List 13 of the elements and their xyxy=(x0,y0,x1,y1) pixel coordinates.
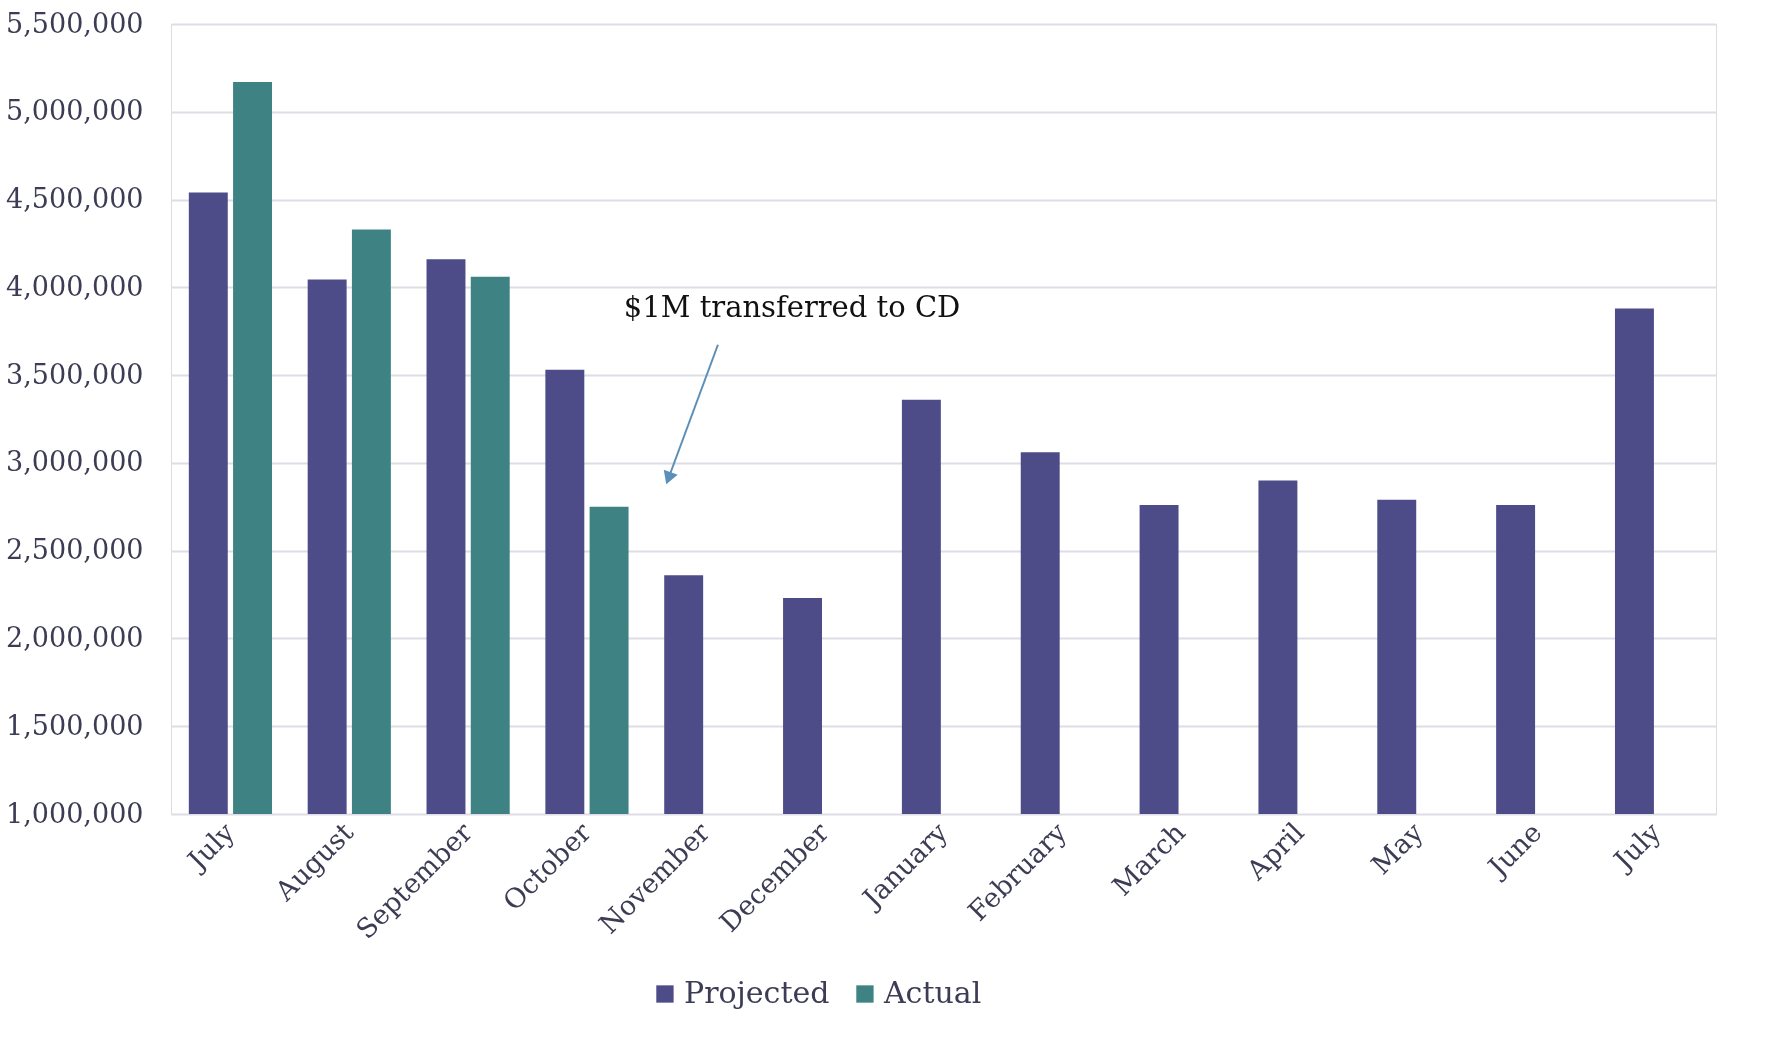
y-tick-label: 2,000,000 xyxy=(6,621,144,653)
y-tick-label: 1,000,000 xyxy=(6,797,144,829)
legend-label: Actual xyxy=(882,975,982,1010)
y-tick-label: 3,500,000 xyxy=(6,358,144,390)
y-tick-label: 5,500,000 xyxy=(6,7,144,39)
y-tick-label: 1,500,000 xyxy=(6,709,144,741)
legend-label: Projected xyxy=(683,975,830,1010)
y-tick-label: 5,000,000 xyxy=(6,95,144,127)
y-tick-label: 4,500,000 xyxy=(6,183,144,215)
y-tick-label: 2,500,000 xyxy=(6,534,144,566)
annotation: $1M transferred to CD xyxy=(623,289,961,324)
y-tick-label: 4,000,000 xyxy=(6,270,144,302)
y-tick-label: 3,000,000 xyxy=(6,446,144,478)
